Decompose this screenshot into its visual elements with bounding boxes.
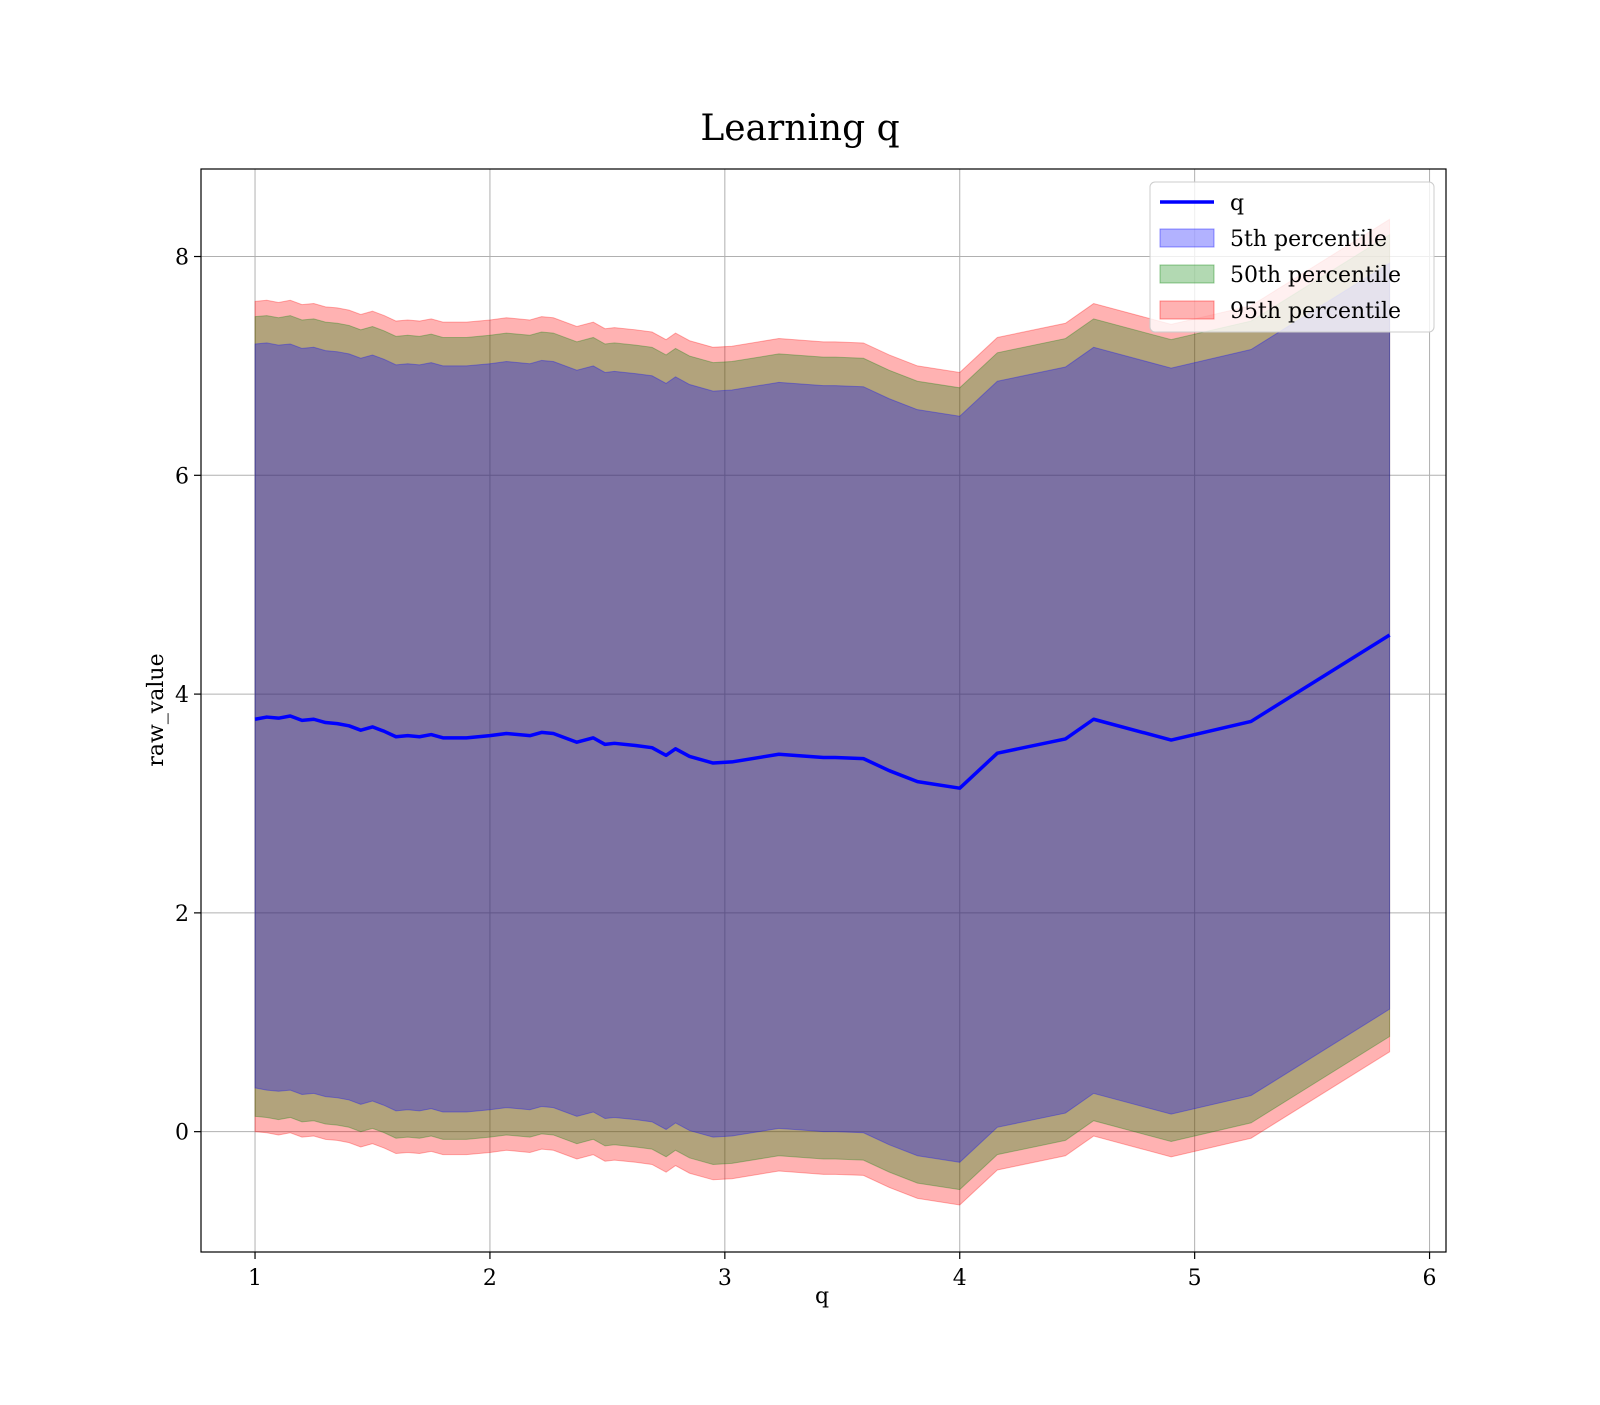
q-line bbox=[254, 633, 1391, 790]
legend-swatch bbox=[1159, 228, 1215, 248]
x-tick-label: 4 bbox=[953, 1266, 967, 1291]
x-tick-label: 5 bbox=[1188, 1266, 1202, 1291]
legend-box bbox=[1149, 181, 1435, 333]
y-tick-label: 2 bbox=[175, 902, 189, 927]
band-5th bbox=[254, 262, 1391, 1163]
band-95th bbox=[254, 218, 1391, 1206]
x-tick-label: 1 bbox=[248, 1266, 262, 1291]
legend-swatch bbox=[1159, 264, 1215, 284]
x-tick-label: 2 bbox=[483, 1266, 497, 1291]
q-line-layer bbox=[254, 633, 1391, 790]
legend-label: q bbox=[1230, 191, 1244, 216]
y-tick-label: 0 bbox=[175, 1121, 189, 1146]
percentile-bands bbox=[254, 218, 1391, 1206]
y-tick-label: 6 bbox=[175, 464, 189, 489]
y-tick-label: 8 bbox=[175, 246, 189, 271]
legend-label: 50th percentile bbox=[1230, 263, 1401, 288]
band-50th bbox=[254, 233, 1391, 1191]
plot-frame bbox=[200, 168, 1447, 1253]
legend-label: 95th percentile bbox=[1230, 299, 1401, 324]
y-tick-label: 4 bbox=[175, 683, 189, 708]
x-tick-label: 3 bbox=[718, 1266, 732, 1291]
x-tick-label: 6 bbox=[1423, 1266, 1437, 1291]
legend: q 5th percentile 50th percentile 95th perce… bbox=[1149, 181, 1435, 333]
grid bbox=[201, 169, 1446, 1252]
legend-swatch bbox=[1159, 300, 1215, 320]
axis-ticks: 1 2 3 4 5 6 0 2 4 6 8 bbox=[175, 246, 1437, 1291]
chart-title: Learning q bbox=[700, 108, 899, 149]
legend-label: 5th percentile bbox=[1230, 227, 1387, 252]
y-axis-label: raw_value bbox=[144, 653, 169, 766]
x-axis-label: q bbox=[815, 1284, 829, 1309]
